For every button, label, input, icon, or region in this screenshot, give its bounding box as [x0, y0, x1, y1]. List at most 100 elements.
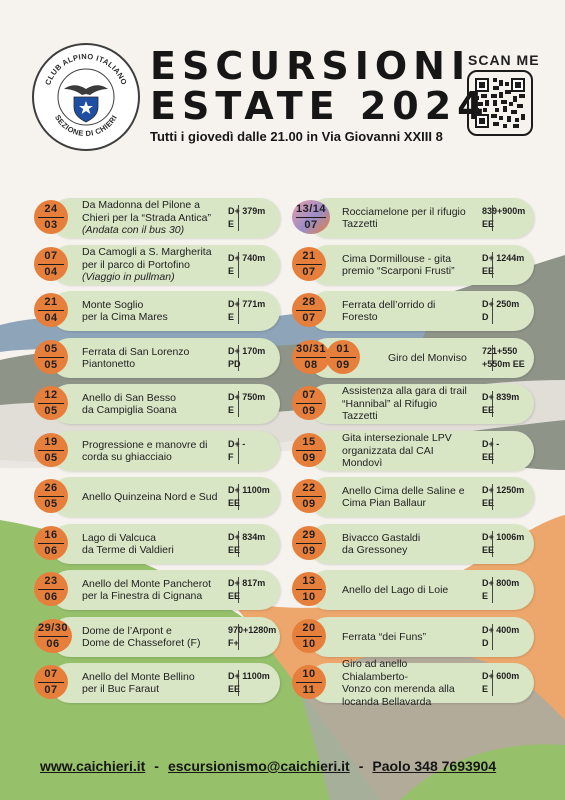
- event-title-line: Anello del Lago di Loie: [342, 583, 449, 596]
- date-badge: 23 06: [34, 572, 68, 606]
- event-description: Assistenza alla gara di trail “Hannibal” …: [342, 384, 472, 424]
- event-divider: [238, 438, 239, 464]
- event-divider: [492, 345, 493, 371]
- event-row[interactable]: 21 04 Monte Soglio per la Cima Mares D+ 771m…: [34, 289, 280, 331]
- date-day: 13: [302, 575, 316, 587]
- event-difficulty: D+ 834m EE: [228, 524, 265, 564]
- footer-contacts: www.caichieri.it - escursionismo@caichieri…: [40, 758, 496, 774]
- date-badge: 28 07: [292, 293, 326, 327]
- event-divider: [492, 531, 493, 557]
- event-row[interactable]: 29 09 Bivacco Gastaldi da Gressoney D+ 1006m…: [292, 522, 534, 564]
- email-link[interactable]: escursionismo@caichieri.it: [167, 758, 350, 774]
- elevation-gain: D+ 1100m: [228, 485, 270, 495]
- event-description: Ferrata di San Lorenzo Piantonetto: [82, 338, 218, 378]
- event-row[interactable]: 07 07 Anello del Monte Bellino per il Buc F…: [34, 661, 280, 703]
- event-row[interactable]: 16 06 Lago di Valcuca da Terme di Valdieri D…: [34, 522, 280, 564]
- event-row[interactable]: 13/14 07 Rocciamelone per il rifugio Tazzet…: [292, 196, 534, 238]
- event-row[interactable]: 28 07 Ferrata dell’orrido di Foresto D+ 250…: [292, 289, 534, 331]
- event-title-line: “Hannibal” al Rifugio Tazzetti: [342, 397, 438, 423]
- event-title-line: Gita intersezionale LPV: [342, 432, 452, 445]
- event-description: Gita intersezionale LPV organizzata dal C…: [342, 431, 472, 471]
- event-row[interactable]: 24 03 Da Madonna del Pilone a Chieri per la…: [34, 196, 280, 238]
- date-badge: 07 04: [34, 247, 68, 281]
- event-pill: [308, 617, 534, 657]
- event-pill: [308, 477, 534, 517]
- difficulty-grade: D: [482, 638, 489, 648]
- date-badge: 19 05: [34, 433, 68, 467]
- event-divider: [238, 345, 239, 371]
- event-title-line: Monte Soglio: [82, 298, 144, 311]
- event-row[interactable]: 21 07 Cima Dormillouse - gita premio “Scarp…: [292, 243, 534, 285]
- event-pill: [50, 384, 280, 424]
- event-title-line: da Terme di Valdieri: [82, 544, 174, 556]
- event-pill: [50, 477, 280, 517]
- event-row[interactable]: 15 09 Gita intersezionale LPV organizzata d…: [292, 429, 534, 471]
- elevation-gain: D+ 800m: [482, 578, 520, 588]
- event-description: Da Camogli a S. Margherita per il parco d…: [82, 245, 218, 285]
- difficulty-grade: PD: [228, 359, 241, 369]
- event-row[interactable]: 07 09 Assistenza alla gara di trail “Hannib…: [292, 382, 534, 424]
- event-row[interactable]: 13 10 Anello del Lago di Loie D+ 800m E: [292, 568, 534, 610]
- date-divider: [296, 310, 322, 311]
- phone-contact[interactable]: Paolo 348 7693904: [372, 758, 497, 774]
- date-day: 30/31: [295, 343, 327, 355]
- elevation-gain: 970+1280m: [228, 625, 277, 635]
- date-month: 07: [44, 684, 58, 696]
- event-row[interactable]: 12 05 Anello di San Besso da Campiglia Soan…: [34, 382, 280, 424]
- event-divider: [238, 391, 239, 417]
- difficulty-grade: E: [228, 312, 235, 322]
- date-month: 06: [46, 638, 60, 650]
- elevation-gain: D+ 839m: [482, 392, 520, 402]
- date-divider: [296, 589, 322, 590]
- event-description: Ferrata “dei Funs”: [342, 617, 472, 657]
- date-divider: [38, 543, 64, 544]
- date-month: 04: [44, 266, 58, 278]
- event-difficulty: D+ 771m E: [228, 291, 265, 331]
- date-day: 23: [44, 575, 58, 587]
- date-month: 03: [44, 219, 58, 231]
- event-row[interactable]: 05 05 Ferrata di San Lorenzo Piantonetto D+ …: [34, 336, 280, 378]
- event-difficulty: D+ 1100m EE: [228, 477, 270, 517]
- date-badge-second: 01 09: [326, 340, 360, 374]
- date-badge: 21 07: [292, 247, 326, 281]
- event-row[interactable]: 20 10 Ferrata “dei Funs” D+ 400m D: [292, 615, 534, 657]
- event-row[interactable]: 10 11 Giro ad anello Chialamberto- Vonzo co…: [292, 658, 534, 708]
- scan-me-label: SCAN ME: [468, 52, 540, 68]
- elevation-gain: 839+900m: [482, 206, 526, 216]
- event-row[interactable]: 26 05 Anello Quinzeina Nord e Sud D+ 1100m E…: [34, 475, 280, 517]
- elevation-gain: D+ 600m: [482, 671, 520, 681]
- date-badge: 24 03: [34, 200, 68, 234]
- qr-code-icon: [475, 78, 525, 128]
- event-title-line: per la Cima Mares: [82, 311, 168, 323]
- event-pill: [50, 245, 280, 285]
- date-badge: 10 11: [292, 665, 326, 699]
- event-description: Progressione e manovre di corda su ghiacc…: [82, 431, 218, 471]
- date-badge: 22 09: [292, 479, 326, 513]
- event-title-line: Anello del Monte Pancherot: [82, 577, 211, 590]
- event-row[interactable]: 29/30 06 Dome de l’Arpont e Dome de Chassef…: [34, 615, 280, 657]
- difficulty-grade: EE: [482, 545, 495, 555]
- event-title-line: per il Buc Faraut: [82, 683, 160, 695]
- event-row[interactable]: 07 04 Da Camogli a S. Margherita per il par…: [34, 243, 280, 285]
- qr-code[interactable]: [467, 70, 533, 136]
- event-description: Dome de l’Arpont e Dome de Chasseforet (F…: [82, 617, 218, 657]
- elevation-gain: D+ 740m: [228, 253, 266, 263]
- event-pill: [50, 524, 280, 564]
- event-row[interactable]: 19 05 Progressione e manovre di corda su gh…: [34, 429, 280, 471]
- event-description: Anello del Monte Pancherot per la Finestr…: [82, 570, 218, 610]
- elevation-gain: D+ -: [228, 439, 246, 449]
- event-row[interactable]: 22 09 Anello Cima delle Saline e Cima Pian …: [292, 475, 534, 517]
- difficulty-grade: E: [228, 405, 235, 415]
- event-divider: [492, 205, 493, 231]
- event-title-line: Bivacco Gastaldi: [342, 531, 421, 544]
- website-link[interactable]: www.caichieri.it: [40, 758, 146, 774]
- date-divider: [38, 450, 64, 451]
- event-row[interactable]: 23 06 Anello del Monte Pancherot per la Fin…: [34, 568, 280, 610]
- elevation-gain: D+ 750m: [228, 392, 266, 402]
- event-title-line: locanda Bellavarda: [342, 695, 432, 708]
- date-month: 06: [44, 591, 58, 603]
- event-difficulty: D+ 250m D: [482, 291, 519, 331]
- event-pill: [50, 431, 280, 471]
- event-row[interactable]: 30/31 08 01 09 Giro del Monviso 721+550 +550m …: [292, 336, 534, 378]
- date-day: 22: [302, 482, 316, 494]
